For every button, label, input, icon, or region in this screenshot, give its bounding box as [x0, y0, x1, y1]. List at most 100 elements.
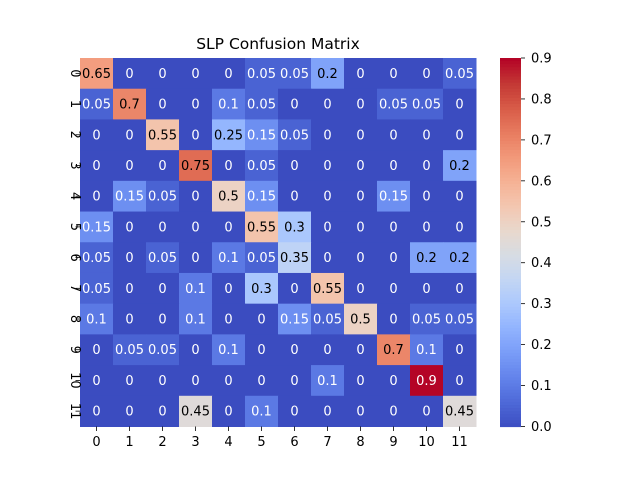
colorbar-segment [500, 180, 521, 185]
colorbar-segment [500, 420, 521, 425]
cell-value-label: 0 [422, 159, 430, 174]
colorbar-segment [500, 58, 521, 62]
cell-value-label: 0.15 [280, 313, 309, 328]
cell-value-label: 0 [158, 282, 166, 297]
heatmap-cell [179, 334, 213, 366]
heatmap-cell [410, 365, 444, 397]
heatmap-cell [278, 119, 312, 151]
heatmap-cell [311, 180, 345, 213]
heatmap-cell [146, 88, 180, 120]
x-tick-label: 4 [224, 435, 232, 450]
heatmap-cell [212, 150, 246, 182]
colorbar-tick-label: 0.3 [531, 297, 552, 312]
colorbar-segment [500, 64, 521, 68]
heatmap-cell [410, 242, 444, 274]
y-tick-label: 7 [67, 284, 82, 292]
colorbar-segment [500, 365, 521, 369]
cell-value-label: 0 [191, 128, 199, 143]
colorbar-segment [500, 325, 521, 329]
cell-value-label: 0 [191, 98, 199, 113]
colorbar-segment [500, 137, 521, 142]
heatmap-cell [377, 334, 411, 366]
x-tick-label: 6 [290, 435, 298, 450]
cell-value-label: 0 [158, 313, 166, 328]
colorbar-segment [500, 236, 521, 240]
cell-value-label: 0.15 [247, 128, 276, 143]
heatmap-cell [80, 58, 114, 90]
heatmap-cell [212, 303, 246, 335]
cell-value-label: 0 [389, 313, 397, 328]
cell-value-label: 0.05 [280, 128, 309, 143]
colorbar-segment [500, 119, 521, 124]
cell-value-label: 0.5 [350, 313, 371, 328]
cell-value-label: 0 [224, 405, 232, 420]
heatmap-cell [443, 88, 477, 120]
cell-value-label: 0 [455, 98, 463, 113]
colorbar-segment [500, 371, 521, 375]
cell-value-label: 0 [356, 67, 364, 82]
heatmap-cell [245, 334, 279, 366]
x-tick-label: 2 [158, 435, 166, 450]
colorbar-segment [500, 306, 521, 311]
heatmap-cell [311, 303, 345, 335]
heatmap-cell [179, 150, 213, 182]
cell-value-label: 0.1 [416, 343, 437, 358]
cell-value-label: 0 [323, 251, 331, 266]
cell-value-label: 0 [290, 405, 298, 420]
heatmap-cell [278, 395, 312, 427]
colorbar-segment [500, 349, 521, 354]
cell-value-label: 0 [323, 190, 331, 205]
chart-title: SLP Confusion Matrix [196, 35, 360, 53]
cell-value-label: 0.15 [379, 190, 408, 205]
cell-value-label: 0 [290, 98, 298, 113]
colorbar-segment [500, 229, 521, 234]
heatmap-cell [410, 272, 444, 305]
cell-value-label: 0.1 [218, 251, 239, 266]
cell-value-label: 0.55 [247, 220, 276, 235]
heatmap-cell [212, 334, 246, 366]
colorbar-segment [500, 214, 521, 219]
colorbar-segment [500, 319, 521, 323]
heatmap-cell [278, 242, 312, 274]
heatmap-cell [443, 395, 477, 427]
colorbar-segment [500, 168, 521, 173]
cell-value-label: 0.05 [148, 251, 177, 266]
heatmap-cell [113, 88, 147, 120]
heatmap-cell [212, 365, 246, 397]
cell-value-label: 0 [455, 343, 463, 358]
cell-value-label: 0 [158, 159, 166, 174]
heatmap-cell [443, 303, 477, 335]
heatmap-cell [146, 272, 180, 305]
heatmap-cell [278, 180, 312, 213]
heatmap-cell [179, 119, 213, 151]
cell-value-label: 0 [323, 128, 331, 143]
colorbar-segment [500, 110, 521, 114]
cell-value-label: 0.45 [181, 405, 210, 420]
heatmap-cell [179, 88, 213, 120]
heatmap-cell [245, 395, 279, 427]
colorbar-segment [500, 352, 521, 357]
cell-value-label: 0 [125, 159, 133, 174]
heatmap-cell [377, 211, 411, 243]
colorbar-segment [500, 100, 521, 105]
colorbar-segment [500, 417, 521, 421]
colorbar-segment [500, 279, 521, 283]
heatmap-cell [377, 180, 411, 213]
cell-value-label: 0.1 [218, 98, 239, 113]
cell-value-label: 0 [356, 405, 364, 420]
colorbar-segment [500, 226, 521, 231]
colorbar-segment [500, 223, 521, 228]
y-tick-label: 8 [67, 315, 82, 323]
heatmap-cell [146, 365, 180, 397]
heatmap-cell [443, 58, 477, 90]
heatmap-cell [377, 395, 411, 427]
heatmap-cell [410, 395, 444, 427]
cell-value-label: 0.05 [379, 98, 408, 113]
cell-value-label: 0.05 [148, 190, 177, 205]
heatmap-cell [311, 119, 345, 151]
colorbar-segment [500, 337, 521, 342]
colorbar-segment [500, 159, 521, 164]
colorbar-segment [500, 183, 521, 188]
colorbar-segment [500, 153, 521, 157]
